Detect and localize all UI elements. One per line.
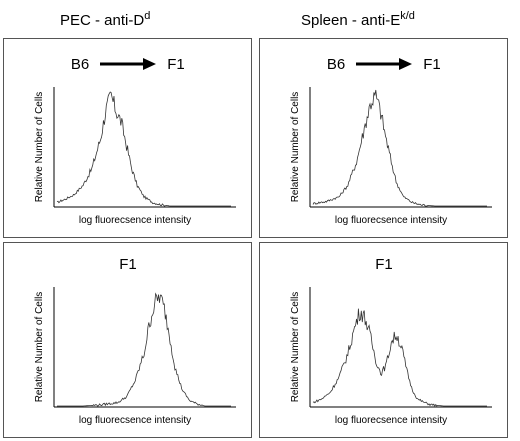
x-axis-label: log fluorecsence intensity xyxy=(335,415,447,426)
panel-label: F1 xyxy=(119,256,137,273)
histogram-series-line xyxy=(312,89,487,207)
histogram-chart: F1 log fluorecsence intensity Relative Num… xyxy=(290,256,492,426)
histogram-panel-spleen-b6-to-f1: B6 F1 log fluorecsence intensity Relative N… xyxy=(259,38,508,238)
x-axis-label: log fluorecsence intensity xyxy=(335,215,447,226)
column-title-pec-superscript: d xyxy=(144,10,151,22)
y-axis-label: Relative Number of Cells xyxy=(34,292,45,403)
histogram-panel-pec-b6-to-f1: B6 F1 log fluorecsence intensity Relative N… xyxy=(3,38,252,238)
histogram-series-line xyxy=(312,308,487,407)
panel-label: F1 xyxy=(375,256,393,273)
y-axis-label: Relative Number of Cells xyxy=(290,292,301,403)
histogram-chart: B6 F1 log fluorecsence intensity Relative N… xyxy=(34,56,236,226)
y-axis-label: Relative Number of Cells xyxy=(290,92,301,203)
right-arrow-icon xyxy=(100,58,156,70)
column-title-spleen-superscript: k/d xyxy=(400,10,415,22)
histogram-chart: B6 F1 log fluorecsence intensity Relative N… xyxy=(290,56,492,226)
histogram-chart: F1 log fluorecsence intensity Relative Num… xyxy=(34,256,236,426)
histogram-series-line xyxy=(56,91,231,207)
column-title-pec-text: PEC - anti-D xyxy=(60,12,145,29)
histogram-series-line xyxy=(57,292,231,407)
panel-label-source: B6 xyxy=(71,56,89,73)
column-title-pec: PEC - anti-Dd xyxy=(60,10,151,29)
histogram-panel-spleen-f1: F1 log fluorecsence intensity Relative Num… xyxy=(259,242,508,438)
x-axis-label: log fluorecsence intensity xyxy=(79,415,191,426)
panel-label-target: F1 xyxy=(167,56,185,73)
right-arrow-icon xyxy=(356,58,412,70)
panel-label-target: F1 xyxy=(423,56,441,73)
x-axis-label: log fluorecsence intensity xyxy=(79,215,191,226)
column-title-spleen-text: Spleen - anti-E xyxy=(301,12,401,29)
histogram-panel-pec-f1: F1 log fluorecsence intensity Relative Num… xyxy=(3,242,252,438)
y-axis-label: Relative Number of Cells xyxy=(34,92,45,203)
panel-label-source: B6 xyxy=(327,56,345,73)
column-title-spleen: Spleen - anti-Ek/d xyxy=(301,10,415,29)
